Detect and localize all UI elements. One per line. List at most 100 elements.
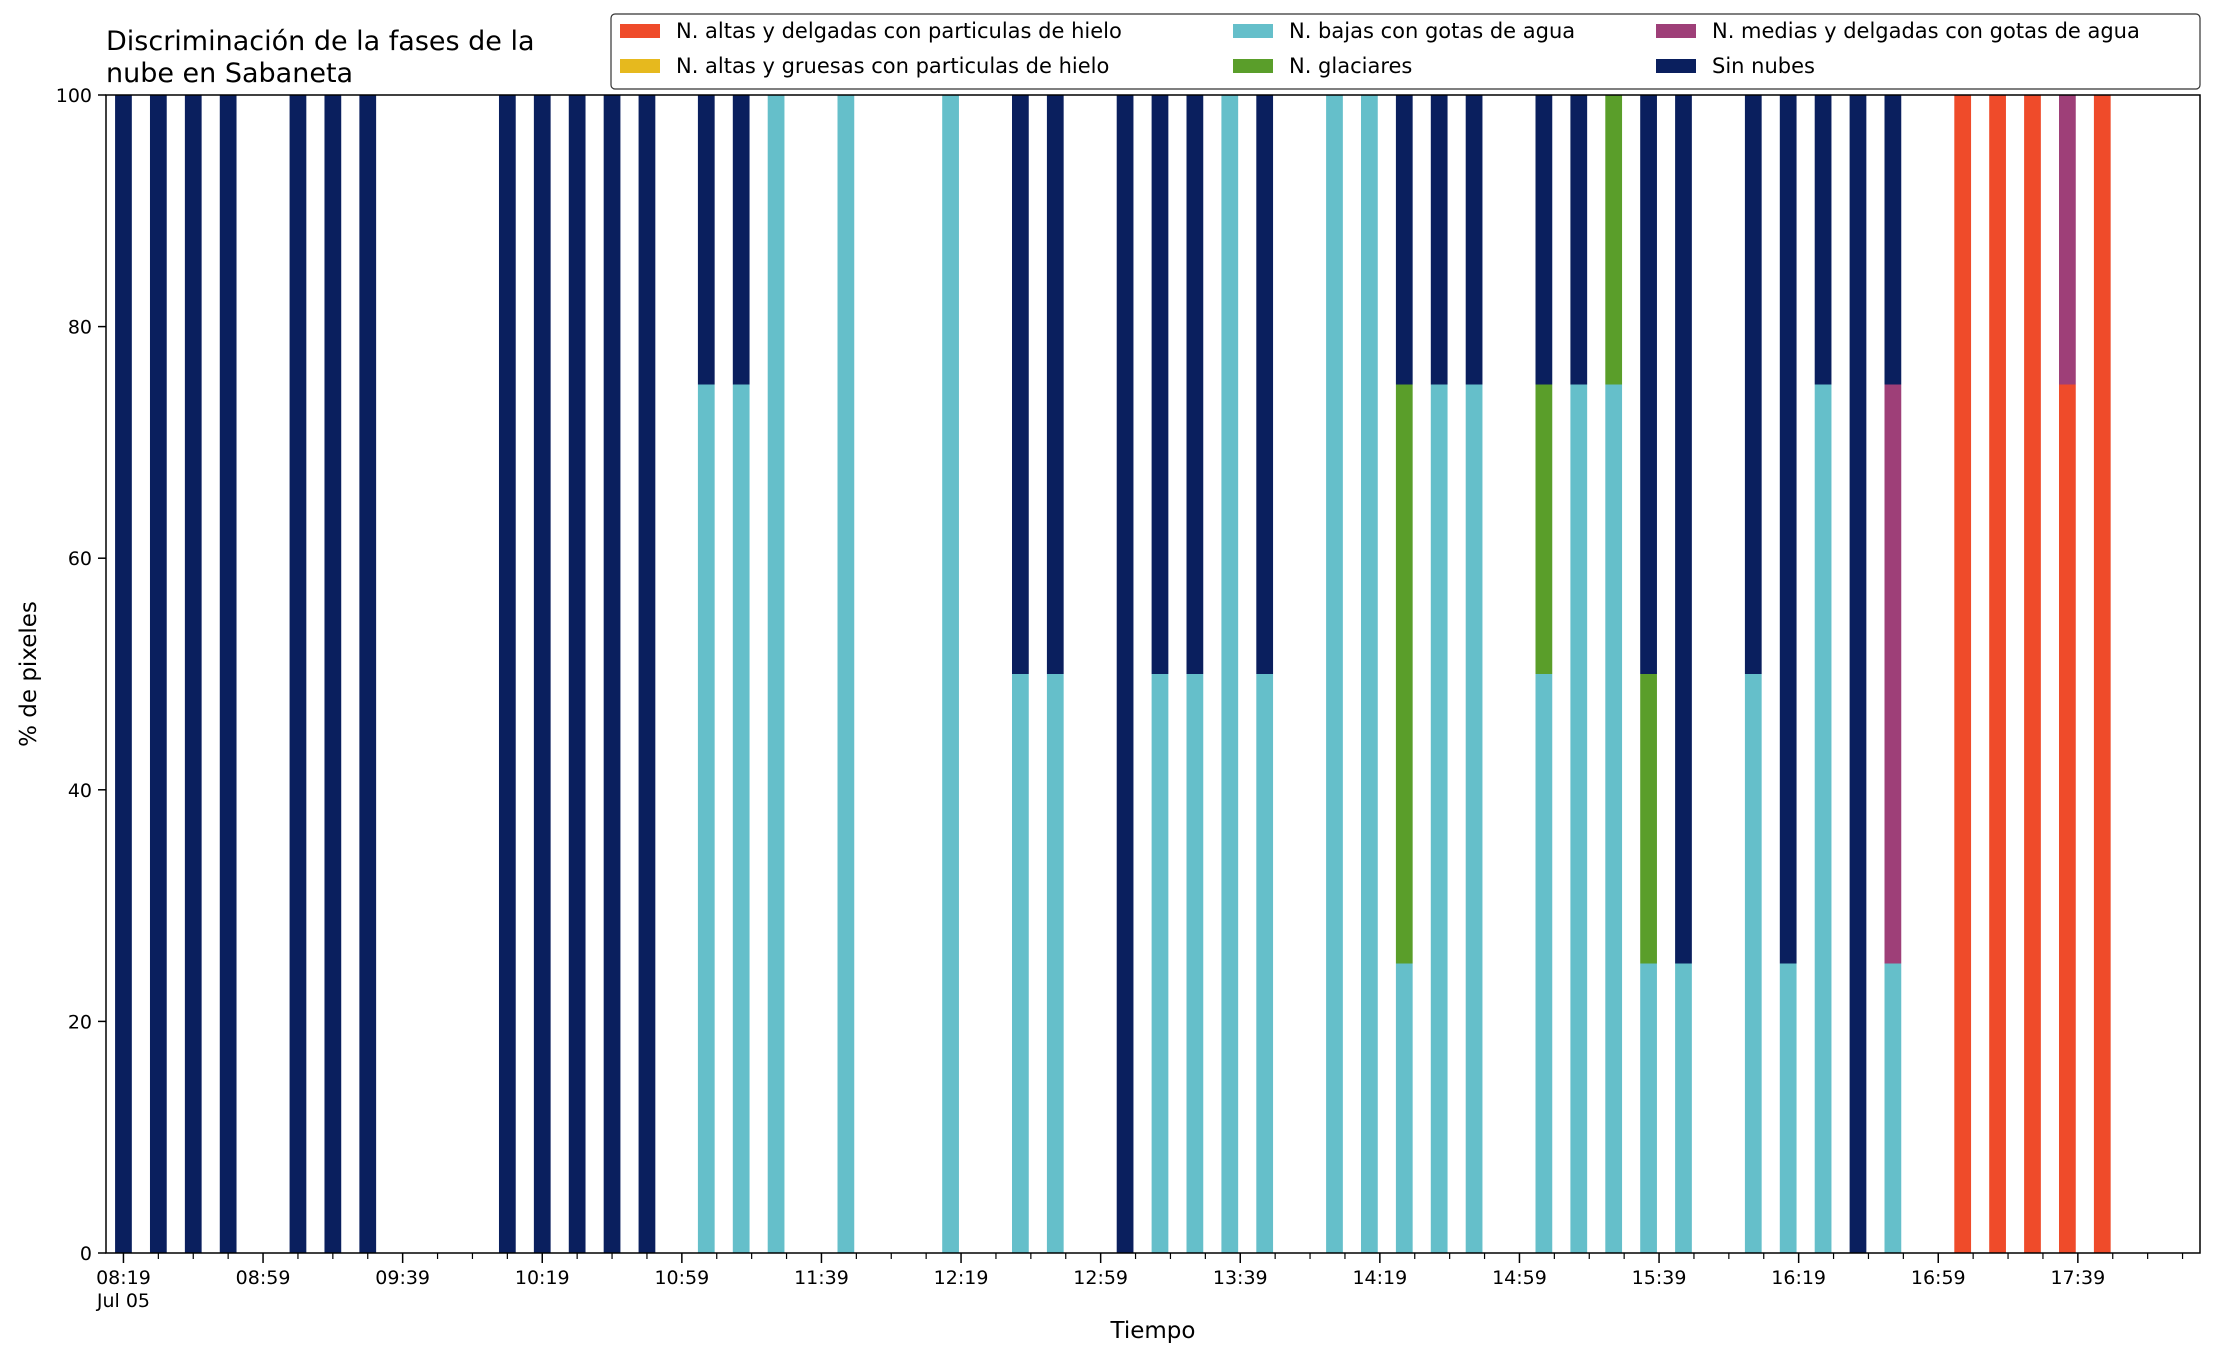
bar-segment [149,95,167,1253]
bar-segment [1744,95,1762,674]
bar-segment [1430,384,1448,1253]
legend-swatch [620,24,660,38]
bar-segment [1605,384,1623,1253]
bar-segment [603,95,621,1253]
bar-segment [1535,384,1553,674]
bar-segment [1430,95,1448,385]
bar-segment [1675,963,1692,1253]
bar-segment [767,95,785,1253]
bar-segment [837,95,855,1253]
legend-label: Sin nubes [1712,54,1815,78]
x-tick-label: 17:39 [2050,1267,2105,1289]
y-axis: 0 20 40 60 80 100 [56,85,106,1265]
x-axis-label: Tiempo [1110,1318,1196,1344]
legend-label: N. glaciares [1289,54,1412,78]
x-tick-label: 13:39 [1213,1267,1268,1289]
bar-segment [498,95,516,1253]
bar-segment [1849,95,1867,1253]
x-tick-label: 12:19 [934,1267,989,1289]
chart-title-line: Discriminación de la fases de la [106,26,535,57]
x-tick-label: 16:19 [1771,1267,1826,1289]
bar-segment [2093,95,2111,1253]
bar-segment [732,95,750,385]
y-axis-label: % de pixeles [16,601,42,747]
bar-segment [1256,95,1274,674]
y-tick-label: 0 [80,1243,92,1265]
bar-segment [1675,95,1692,964]
chart-title: Discriminación de la fases de la nube en … [106,26,535,89]
bar-segment [1046,95,1064,674]
chart-title-line: nube en Sabaneta [106,58,353,89]
bar-segment [359,95,377,1253]
legend-label: N. altas y gruesas con particulas de hie… [676,54,1109,78]
legend-label: N. bajas con gotas de agua [1289,19,1575,43]
legend-swatch [1233,24,1273,38]
bar-segment [1256,674,1274,1253]
bar-segment [1989,95,2006,1253]
bars-layer [115,95,2111,1253]
y-tick-label: 60 [68,548,92,570]
bar-segment [1744,674,1762,1253]
bar-segment [1570,384,1588,1253]
legend: N. altas y delgadas con particulas de hi… [610,13,2201,90]
bar-segment [1116,95,1134,1253]
bar-segment [1221,95,1239,1253]
legend-swatch [1656,24,1696,38]
bar-segment [2059,95,2076,385]
bar-segment [1814,95,1832,385]
y-tick-label: 100 [56,85,92,107]
legend-frame [610,13,2201,90]
legend-swatch [620,59,660,73]
bar-segment [1779,95,1797,964]
bar-segment [1361,95,1378,1253]
legend-label: N. altas y delgadas con particulas de hi… [676,19,1122,43]
bar-segment [1570,95,1588,385]
x-tick-label: 15:39 [1632,1267,1687,1289]
plot-frame [105,94,2201,1254]
bar-segment [1465,384,1483,1253]
bar-segment [1535,674,1553,1253]
bar-segment [1186,95,1204,674]
bar-segment [1151,95,1169,674]
bar-segment [697,95,715,385]
bar-segment [568,95,586,1253]
x-tick-label: 08:59 [236,1267,291,1289]
bar-segment [2024,95,2041,1253]
bar-segment [1395,963,1413,1253]
bar-segment [732,384,750,1253]
bar-segment [1535,95,1553,385]
legend-swatch [1233,59,1273,73]
bar-segment [1884,963,1902,1253]
x-tick-label: 09:39 [375,1267,430,1289]
bar-segment [1779,963,1797,1253]
bar-segment [1640,95,1657,674]
bar-segment [219,95,237,1253]
bar-segment [1012,95,1029,674]
bar-segment [1884,384,1902,964]
bar-segment [697,384,715,1253]
x-tick-label: 16:59 [1911,1267,1966,1289]
bar-segment [1465,95,1483,385]
x-tick-label: 10:19 [515,1267,570,1289]
y-tick-label: 40 [68,780,92,802]
bar-segment [1046,674,1064,1253]
x-tick-sublabel: Jul 05 [96,1290,150,1312]
bar-segment [1954,95,1972,1253]
bar-segment [1605,95,1623,385]
x-tick-label: 14:19 [1352,1267,1407,1289]
x-tick-label: 11:39 [794,1267,849,1289]
bar-segment [1326,95,1343,1253]
bar-segment [324,95,342,1253]
x-tick-label: 14:59 [1492,1267,1547,1289]
bar-segment [289,95,307,1253]
bar-segment [1640,674,1657,964]
bar-segment [1012,674,1029,1253]
x-tick-label: 10:59 [654,1267,709,1289]
x-tick-label: 12:59 [1073,1267,1128,1289]
legend-swatch [1656,59,1696,73]
bar-segment [1395,384,1413,964]
bar-segment [115,95,132,1253]
bar-segment [638,95,656,1253]
bar-segment [1640,963,1657,1253]
